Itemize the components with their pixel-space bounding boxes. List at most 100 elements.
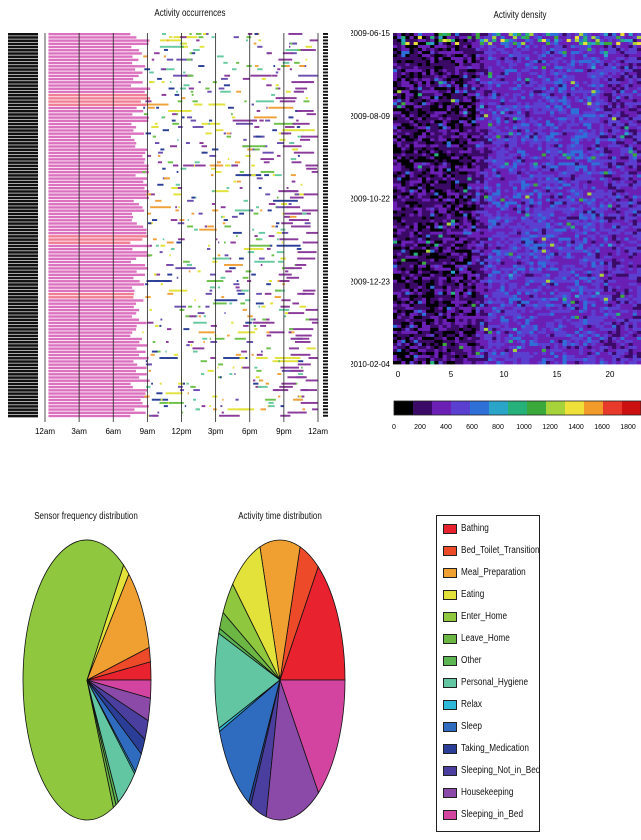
heat-cell bbox=[442, 201, 448, 205]
activity-segment bbox=[246, 36, 252, 39]
heat-cell bbox=[405, 177, 410, 181]
activity-segment bbox=[142, 170, 146, 173]
heat-cell bbox=[405, 60, 410, 64]
heat-cell bbox=[471, 198, 477, 202]
heat-cell bbox=[533, 165, 539, 169]
heat-cell bbox=[616, 108, 621, 112]
heat-cell bbox=[483, 225, 489, 229]
sleep-bar bbox=[48, 77, 134, 81]
heat-cell bbox=[475, 174, 481, 178]
heat-cell bbox=[558, 198, 563, 202]
heat-cell bbox=[446, 93, 452, 97]
heat-cell bbox=[583, 45, 588, 49]
heat-cell bbox=[397, 222, 402, 226]
heat-cell bbox=[463, 159, 468, 163]
heat-cell bbox=[579, 63, 584, 67]
heat-cell bbox=[591, 162, 596, 166]
heat-cell bbox=[463, 111, 468, 115]
heat-cell bbox=[467, 225, 472, 229]
heat-cell bbox=[504, 102, 510, 106]
heat-cell bbox=[471, 90, 477, 94]
heat-cell bbox=[450, 51, 456, 55]
heat-cell bbox=[409, 126, 415, 130]
heat-cell bbox=[430, 99, 435, 103]
sleep-bar bbox=[48, 113, 133, 116]
heat-cell bbox=[467, 195, 472, 199]
heat-cell bbox=[409, 216, 415, 220]
heat-cell bbox=[479, 171, 485, 175]
heat-cell bbox=[479, 213, 485, 217]
heat-cell bbox=[455, 60, 460, 64]
date-row-label bbox=[8, 151, 38, 155]
heat-cell bbox=[446, 81, 452, 85]
heat-cell bbox=[483, 204, 489, 208]
heat-cell bbox=[632, 225, 638, 229]
heat-cell bbox=[587, 141, 592, 145]
heat-cell bbox=[583, 183, 588, 187]
heat-cell bbox=[545, 138, 551, 142]
heat-cell bbox=[612, 42, 617, 46]
heat-cell bbox=[537, 183, 543, 187]
date-row-marker bbox=[323, 148, 328, 151]
activity-segment bbox=[289, 328, 314, 331]
heat-cell bbox=[488, 48, 493, 52]
heat-cell bbox=[583, 36, 588, 40]
heat-cell bbox=[401, 138, 406, 142]
heat-cell bbox=[554, 45, 559, 49]
heat-cell bbox=[409, 198, 415, 202]
heat-cell bbox=[483, 132, 489, 136]
heat-cell bbox=[450, 123, 456, 127]
activity-segment bbox=[306, 231, 318, 234]
heat-cell bbox=[393, 147, 398, 151]
heat-cell bbox=[579, 72, 584, 76]
heat-cell bbox=[591, 66, 596, 70]
heat-cell bbox=[426, 63, 431, 67]
activity-segment bbox=[182, 116, 185, 119]
heat-cell bbox=[612, 213, 617, 217]
heat-cell bbox=[483, 114, 489, 118]
heat-cell bbox=[442, 135, 448, 139]
heat-cell bbox=[521, 78, 526, 82]
heat-cell bbox=[537, 210, 543, 214]
heat-cell bbox=[636, 216, 641, 220]
heat-cell bbox=[533, 225, 539, 229]
heat-cell bbox=[558, 33, 563, 37]
date-row-marker bbox=[323, 225, 328, 228]
heat-cell bbox=[488, 81, 493, 85]
date-row-label bbox=[8, 77, 38, 81]
heat-cell bbox=[483, 213, 489, 217]
activity-segment bbox=[176, 276, 179, 279]
heat-cell bbox=[426, 120, 431, 124]
heat-cell bbox=[438, 81, 443, 85]
date-row-marker bbox=[323, 215, 328, 218]
heat-cell bbox=[463, 87, 468, 91]
heat-cell bbox=[492, 48, 497, 52]
heat-cell bbox=[574, 204, 580, 208]
activity-segment bbox=[289, 68, 292, 71]
heat-cell bbox=[545, 183, 551, 187]
heat-cell bbox=[397, 195, 402, 199]
heat-cell bbox=[397, 48, 402, 52]
heat-cell bbox=[500, 96, 505, 100]
heat-cell bbox=[628, 90, 634, 94]
activity-segment bbox=[198, 81, 201, 84]
heat-cell bbox=[426, 54, 431, 58]
heat-cell bbox=[537, 93, 543, 97]
activity-segment bbox=[285, 126, 295, 128]
heat-cell bbox=[488, 168, 493, 172]
activity-segment bbox=[268, 401, 274, 404]
heat-cell bbox=[525, 69, 530, 73]
heat-cell bbox=[533, 150, 539, 154]
heat-cell bbox=[463, 153, 468, 157]
heat-cell bbox=[508, 144, 514, 148]
heat-cell bbox=[479, 45, 485, 49]
heat-cell bbox=[496, 84, 501, 88]
heat-cell bbox=[409, 108, 415, 112]
heat-cell bbox=[628, 216, 634, 220]
heat-cell bbox=[467, 153, 472, 157]
heat-cell bbox=[612, 114, 617, 118]
heat-cell bbox=[401, 156, 406, 160]
heat-cell bbox=[463, 201, 468, 205]
heat-cell bbox=[579, 78, 584, 82]
heat-cell bbox=[566, 189, 572, 193]
